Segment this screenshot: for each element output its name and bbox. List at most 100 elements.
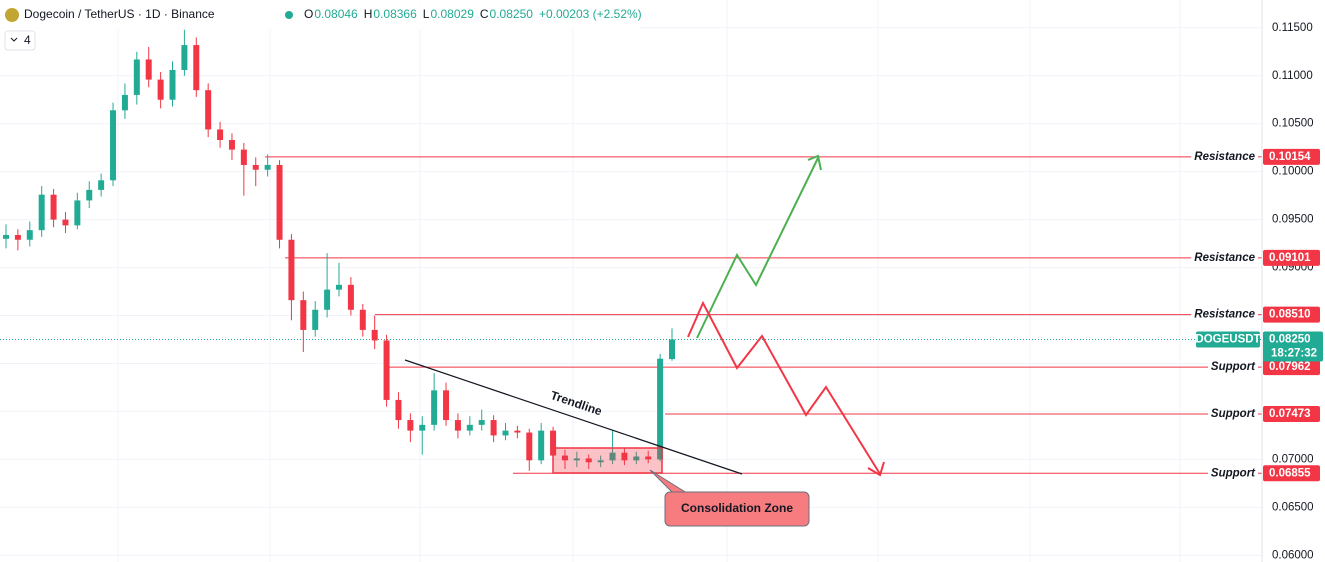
candle-body xyxy=(157,79,164,100)
candle-body xyxy=(26,230,33,240)
candle-body xyxy=(407,420,414,431)
candle-body xyxy=(324,289,331,310)
candle-body xyxy=(550,430,557,456)
ohlc-key: C xyxy=(480,7,489,21)
candle-body xyxy=(133,59,140,95)
level-name: Resistance xyxy=(1194,309,1255,321)
candle-body xyxy=(573,458,580,461)
level-tag xyxy=(1263,148,1320,165)
candle-body xyxy=(347,284,354,310)
level-tag-label: 0.09101 xyxy=(1269,252,1311,264)
bull-arrowhead xyxy=(807,154,822,171)
ohlc-key: O xyxy=(304,7,313,21)
price-tag-label: 0.08250 xyxy=(1269,334,1311,346)
candle-body xyxy=(597,460,604,463)
y-tick-label: 0.11500 xyxy=(1272,22,1313,34)
bull-path xyxy=(696,157,819,339)
candle-body xyxy=(633,456,640,461)
indicator-count: 4 xyxy=(24,33,31,47)
level-name: Support xyxy=(1211,408,1256,420)
candle-body xyxy=(312,309,319,330)
ohlc-key: L xyxy=(423,7,430,21)
y-tick-label: 0.10500 xyxy=(1272,118,1314,130)
level-tag xyxy=(1263,465,1320,482)
ohlc-value: 0.08366 xyxy=(373,7,417,21)
candle-body xyxy=(359,309,366,330)
coin-icon xyxy=(5,8,19,22)
candle-body xyxy=(62,219,69,226)
candle-body xyxy=(336,284,342,290)
ohlc-value: 0.08046 xyxy=(314,7,358,21)
candle-body xyxy=(371,329,378,341)
symbol-title: Dogecoin / TetherUS · 1D · Binance xyxy=(24,7,215,21)
candle-body xyxy=(98,180,105,190)
ohlc-legend: O 0.08046 H 0.08366 L 0.08029 C 0.08250 +0.00203… xyxy=(304,7,642,21)
price-tag xyxy=(1263,331,1323,362)
candle-body xyxy=(669,339,675,360)
symbol-tag xyxy=(1196,331,1260,348)
market-status xyxy=(285,11,293,19)
price-axis: 0.115000.110000.105000.100000.095000.090… xyxy=(1195,0,1323,562)
candle-body xyxy=(645,456,652,460)
level-name-bg xyxy=(1191,307,1258,322)
candle-body xyxy=(621,452,628,461)
level-tag-label: 0.08510 xyxy=(1269,309,1311,321)
trendline xyxy=(404,359,743,475)
indicator-badge[interactable] xyxy=(4,30,36,51)
candle-body xyxy=(300,300,307,330)
candle-body xyxy=(252,164,259,170)
y-tick-label: 0.09500 xyxy=(1272,214,1314,226)
y-tick-label: 0.10000 xyxy=(1272,166,1314,178)
candle-body xyxy=(50,194,57,220)
levels: Resistance Resistance Resistance Support Sup… xyxy=(0,149,1262,481)
candle-body xyxy=(3,234,9,239)
callout-label: Consolidation Zone xyxy=(681,501,793,515)
candle-body xyxy=(478,420,485,425)
level-tag xyxy=(1263,406,1320,423)
candle-body xyxy=(395,399,402,421)
candle-body xyxy=(110,110,117,181)
symbol-tag-label: DOGEUSDT xyxy=(1195,334,1260,346)
candle-body xyxy=(657,358,664,460)
candles xyxy=(3,27,675,471)
level-tag xyxy=(1263,359,1320,376)
chevron xyxy=(10,37,18,42)
ohlc-value: 0.08250 xyxy=(490,7,534,21)
candle-body xyxy=(193,45,200,91)
ohlc-key: H xyxy=(364,7,373,21)
level-tag-label: 0.10154 xyxy=(1269,151,1311,163)
candle-body xyxy=(419,424,426,431)
candle-body xyxy=(431,390,438,425)
header-bg xyxy=(0,0,640,30)
candle-body xyxy=(383,340,390,400)
candle-body xyxy=(443,390,450,421)
candle-body xyxy=(502,430,509,436)
candle-body xyxy=(288,239,295,301)
level-tag xyxy=(1263,306,1320,323)
candle-body xyxy=(145,59,152,80)
y-tick-label: 0.06500 xyxy=(1272,501,1314,513)
level-name-bg xyxy=(1191,149,1258,164)
candle-body xyxy=(276,164,283,240)
level-tag-label: 0.07962 xyxy=(1269,361,1311,373)
candle-body xyxy=(14,234,21,240)
level-name: Support xyxy=(1211,467,1256,479)
candle-body xyxy=(514,430,521,433)
y-tick-label: 0.11000 xyxy=(1272,70,1313,82)
level-tag-label: 0.07473 xyxy=(1269,408,1311,420)
ohlc-value: 0.08029 xyxy=(430,7,474,21)
candle-body xyxy=(454,420,461,431)
candle-body xyxy=(264,164,271,170)
candle-body xyxy=(217,129,224,141)
candle-body xyxy=(205,90,212,130)
candle-body xyxy=(38,194,45,231)
candle-body xyxy=(585,458,592,463)
level-tag-label: 0.06855 xyxy=(1269,467,1311,479)
candle-body xyxy=(526,432,533,461)
candle-body xyxy=(86,189,93,201)
candle-body xyxy=(181,45,188,71)
trendline-label: Trendline xyxy=(549,388,604,418)
bear-arrowhead xyxy=(867,461,885,477)
